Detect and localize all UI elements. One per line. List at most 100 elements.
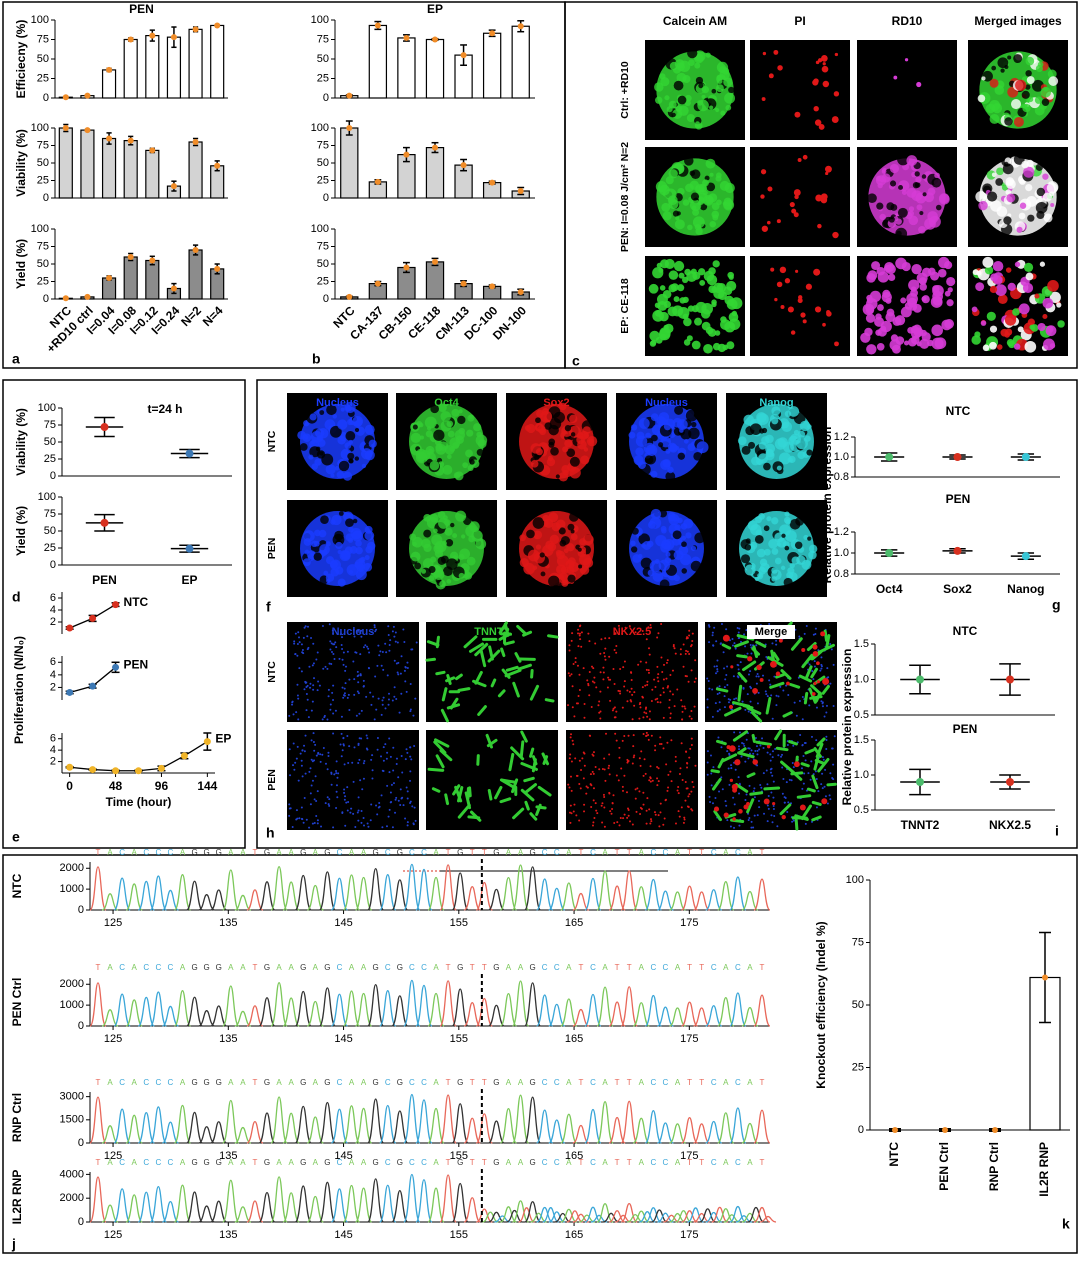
- nucleus-dot: [593, 751, 595, 753]
- base-letter: C: [143, 1158, 149, 1167]
- bar: [398, 38, 415, 98]
- cell: [337, 471, 345, 479]
- base-letter: G: [191, 848, 197, 857]
- nucleus-dot: [387, 674, 389, 676]
- nucleus-dot: [404, 817, 406, 819]
- chart-title: t=24 h: [147, 402, 182, 416]
- cell: [681, 541, 687, 547]
- nucleus-dot: [643, 733, 645, 735]
- nucleus-dot: [609, 773, 611, 775]
- trace-peak: [319, 988, 335, 1026]
- base-letter: G: [457, 963, 463, 972]
- nucleus-dot: [717, 710, 719, 712]
- cell: [1034, 294, 1039, 299]
- dot: [732, 788, 737, 793]
- nucleus-dot: [622, 817, 624, 819]
- cell: [1011, 99, 1021, 109]
- series-label: NTC: [124, 595, 149, 609]
- x-tick-label: N=2: [178, 303, 204, 329]
- nucleus-dot: [336, 777, 338, 779]
- cell: [760, 559, 767, 566]
- nucleus-dot: [826, 705, 828, 707]
- x-tick-label: 0: [66, 779, 73, 793]
- nucleus-dot: [657, 632, 659, 634]
- cell: [1046, 326, 1053, 333]
- nucleus-dot: [569, 812, 571, 814]
- nucleus-dot: [684, 708, 686, 710]
- cell: [669, 444, 678, 453]
- cell: [459, 428, 465, 434]
- dot: [770, 268, 774, 272]
- cell: [651, 435, 658, 442]
- cell: [352, 531, 363, 542]
- cell: [863, 304, 875, 316]
- nucleus-dot: [784, 802, 786, 804]
- nucleus-dot: [357, 671, 359, 673]
- nucleus-dot: [665, 799, 667, 801]
- base-letter: A: [506, 1078, 512, 1087]
- nucleus-dot: [686, 675, 688, 677]
- nucleus-dot: [358, 674, 360, 676]
- cell: [1020, 202, 1026, 208]
- nucleus-dot: [658, 825, 660, 827]
- cell: [867, 193, 877, 203]
- base-letter: C: [711, 1078, 717, 1087]
- nucleus-dot: [669, 690, 671, 692]
- nucleus-dot: [639, 813, 641, 815]
- nucleus-dot: [387, 625, 389, 627]
- data-point: [375, 22, 381, 28]
- nucleus-dot: [749, 785, 751, 787]
- x-tick-label: 135: [219, 1033, 237, 1045]
- cell: [465, 450, 473, 458]
- nucleus-dot: [400, 693, 402, 695]
- base-letter: C: [650, 963, 656, 972]
- cell: [784, 578, 793, 587]
- nucleus-dot: [648, 669, 650, 671]
- trace-peak: [199, 1011, 215, 1026]
- nucleus-dot: [633, 734, 635, 736]
- nucleus-dot: [595, 810, 597, 812]
- y-tick-label: 4: [50, 744, 56, 756]
- base-letter: C: [409, 1078, 415, 1087]
- cell: [1006, 193, 1015, 202]
- cell: [450, 523, 454, 527]
- base-letter: A: [107, 963, 113, 972]
- nucleus-dot: [572, 743, 574, 745]
- nucleus-dot: [392, 747, 394, 749]
- base-letter: A: [518, 848, 524, 857]
- base-letter: T: [446, 1158, 451, 1167]
- cell: [1013, 54, 1022, 63]
- trace-peak: [688, 1208, 704, 1222]
- cell: [673, 418, 683, 428]
- nucleus-dot: [589, 671, 591, 673]
- data-point: [1006, 676, 1014, 684]
- cell: [866, 344, 876, 354]
- cell: [433, 430, 444, 441]
- nucleus-dot: [308, 666, 310, 668]
- nucleus-dot: [768, 679, 770, 681]
- x-tick-label: 135: [219, 917, 237, 929]
- y-tick-label: 1.2: [834, 431, 849, 443]
- cell: [972, 306, 978, 312]
- nucleus-dot: [586, 679, 588, 681]
- x-tick-label: Oct4: [876, 582, 903, 596]
- chart-title: NTC: [953, 624, 978, 638]
- column-header: Oct4: [434, 397, 459, 409]
- base-letter: C: [168, 848, 174, 857]
- fiber: [531, 749, 533, 756]
- nucleus-dot: [370, 819, 372, 821]
- trace-peak: [742, 892, 758, 910]
- nucleus-dot: [759, 784, 761, 786]
- nucleus-dot: [748, 710, 750, 712]
- cell: [469, 459, 474, 464]
- nucleus-dot: [394, 660, 396, 662]
- nucleus-dot: [572, 685, 574, 687]
- nucleus-dot: [359, 779, 361, 781]
- trace-peak: [138, 1192, 154, 1222]
- nucleus-dot: [592, 771, 594, 773]
- nucleus-dot: [654, 686, 656, 688]
- base-letter: C: [735, 848, 741, 857]
- data-point: [89, 683, 96, 690]
- trace-peak: [694, 1124, 710, 1143]
